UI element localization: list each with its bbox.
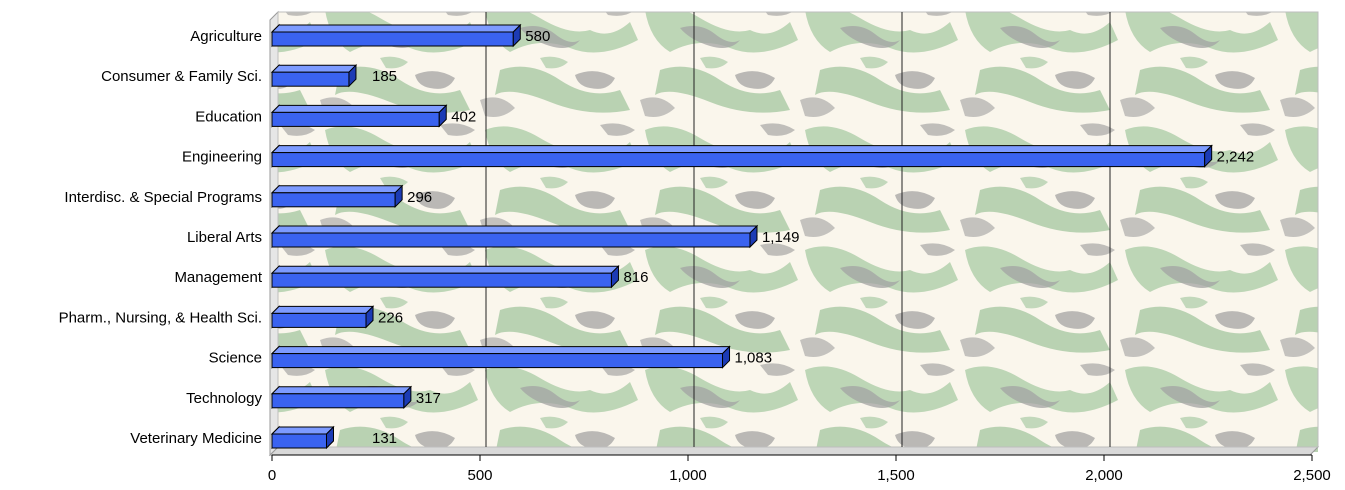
x-tick-label: 0 xyxy=(268,467,276,484)
bar-side xyxy=(610,264,619,289)
bar xyxy=(271,393,405,409)
bar-side xyxy=(722,345,731,369)
bar-top xyxy=(270,225,759,234)
bar-top xyxy=(270,386,413,395)
x-tick-label: 2,500 xyxy=(1293,467,1331,484)
bar xyxy=(271,31,514,47)
value-label: 317 xyxy=(416,390,441,407)
category-label: Agriculture xyxy=(190,28,262,45)
bar xyxy=(271,192,396,208)
bar-side xyxy=(1204,144,1213,168)
x-tick-label: 500 xyxy=(467,467,492,484)
category-label: Engineering xyxy=(182,149,262,166)
category-label: Interdisc. & Special Programs xyxy=(64,189,262,206)
bar-side xyxy=(403,385,412,410)
bar xyxy=(271,152,1206,168)
bar-side xyxy=(438,104,447,128)
plot-floor xyxy=(268,446,1320,456)
category-label: Pharm., Nursing, & Health Sci. xyxy=(59,309,262,326)
category-label: Management xyxy=(174,269,262,286)
bar-side xyxy=(394,184,403,209)
category-label: Education xyxy=(195,108,262,125)
bar-side xyxy=(512,23,521,48)
bar xyxy=(271,312,367,328)
value-label: 402 xyxy=(451,108,476,125)
x-tick-label: 1,000 xyxy=(669,467,707,484)
category-labels: Agriculture Consumer & Family Sci. Educati… xyxy=(59,28,263,447)
bar-top xyxy=(270,346,731,355)
bar-side xyxy=(348,63,357,88)
value-label: 226 xyxy=(378,309,403,326)
category-label: Veterinary Medicine xyxy=(130,430,262,447)
x-axis: 0 500 1,000 1,500 2,000 2,500 xyxy=(268,454,1331,484)
value-label: 296 xyxy=(407,189,432,206)
value-label: 580 xyxy=(525,28,550,45)
bar xyxy=(271,111,440,127)
bar-side xyxy=(325,425,334,450)
category-label: Science xyxy=(209,350,262,367)
value-label: 2,242 xyxy=(1217,149,1255,166)
bar xyxy=(271,353,724,369)
bar-top xyxy=(270,104,448,113)
bar-side xyxy=(749,224,758,249)
value-label: 1,083 xyxy=(735,350,773,367)
bar-top xyxy=(270,185,404,194)
category-label: Consumer & Family Sci. xyxy=(101,68,262,85)
bar xyxy=(271,433,327,449)
x-tick-label: 1,500 xyxy=(877,467,915,484)
bar-top xyxy=(270,305,375,314)
bar-top xyxy=(270,265,620,274)
bar-top xyxy=(270,145,1213,154)
bar-top xyxy=(270,426,335,435)
bar xyxy=(271,272,612,288)
value-label: 185 xyxy=(372,68,397,85)
value-label: 1,149 xyxy=(762,229,800,246)
bar-top xyxy=(270,64,358,73)
value-labels: 580 185 402 2,242 296 1,149 816 226 1,083 317 131 xyxy=(372,28,1254,447)
category-label: Technology xyxy=(186,390,262,407)
bars xyxy=(270,23,1213,450)
bar-top xyxy=(270,24,522,33)
bar xyxy=(271,232,751,248)
x-tick-label: 2,000 xyxy=(1085,467,1123,484)
value-label: 816 xyxy=(623,269,648,286)
value-label: 131 xyxy=(372,430,397,447)
bar-side xyxy=(365,305,374,329)
bar xyxy=(271,71,350,87)
category-label: Liberal Arts xyxy=(187,229,262,246)
